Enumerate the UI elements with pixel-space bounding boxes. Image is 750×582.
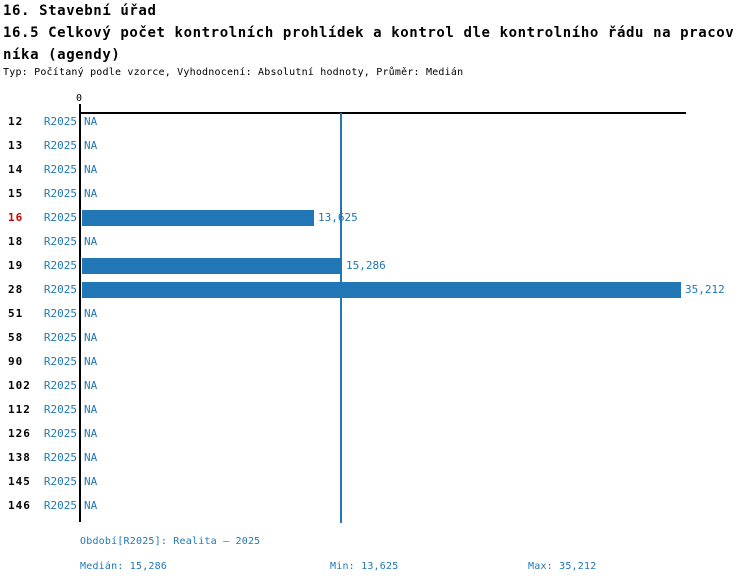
row-na-label: NA	[84, 139, 98, 152]
row-period-label: R2025	[43, 451, 77, 464]
row-category-label: 138	[8, 451, 31, 464]
row-category-label: 90	[8, 355, 24, 368]
row-period-label: R2025	[43, 115, 77, 128]
chart-row: 145 R2025 NA	[0, 473, 750, 497]
row-period-label: R2025	[43, 307, 77, 320]
row-category-label: 18	[8, 235, 24, 248]
row-value-label: 13,625	[318, 211, 358, 224]
row-period-label: R2025	[43, 235, 77, 248]
chart-row: 28 R2025 35,212	[0, 281, 750, 305]
chart-row: 126 R2025 NA	[0, 425, 750, 449]
row-period-label: R2025	[43, 427, 77, 440]
row-value-bar	[82, 258, 342, 274]
chart-subtitle-line1: 16.5 Celkový počet kontrolních prohlídek…	[3, 25, 735, 41]
row-period-label: R2025	[43, 163, 77, 176]
row-value-bar	[82, 210, 314, 226]
row-category-label: 12	[8, 115, 24, 128]
row-category-label: 16	[8, 211, 24, 224]
row-na-label: NA	[84, 307, 98, 320]
chart-row: 90 R2025 NA	[0, 353, 750, 377]
row-na-label: NA	[84, 427, 98, 440]
chart-row: 12 R2025 NA	[0, 113, 750, 137]
row-period-label: R2025	[43, 475, 77, 488]
chart-row: 13 R2025 NA	[0, 137, 750, 161]
chart-row: 58 R2025 NA	[0, 329, 750, 353]
footer-min-value: Min: 13,625	[330, 561, 399, 572]
row-category-label: 28	[8, 283, 24, 296]
row-na-label: NA	[84, 187, 98, 200]
row-period-label: R2025	[43, 283, 77, 296]
row-na-label: NA	[84, 475, 98, 488]
row-period-label: R2025	[43, 139, 77, 152]
row-category-label: 19	[8, 259, 24, 272]
row-value-label: 35,212	[685, 283, 725, 296]
row-category-label: 146	[8, 499, 31, 512]
row-na-label: NA	[84, 331, 98, 344]
row-period-label: R2025	[43, 355, 77, 368]
row-period-label: R2025	[43, 187, 77, 200]
row-category-label: 112	[8, 403, 31, 416]
chart-row: 112 R2025 NA	[0, 401, 750, 425]
row-category-label: 13	[8, 139, 24, 152]
y-axis-line	[79, 104, 81, 522]
chart-row: 146 R2025 NA	[0, 497, 750, 521]
row-value-label: 15,286	[346, 259, 386, 272]
footer-period-label: Období[R2025]: Realita – 2025	[80, 536, 261, 547]
x-axis-top-line	[80, 112, 686, 114]
row-category-label: 126	[8, 427, 31, 440]
row-category-label: 145	[8, 475, 31, 488]
row-period-label: R2025	[43, 211, 77, 224]
bar-rows-container: 12 R2025 NA 13 R2025 NA 14 R2025 NA 15 R2025 NA 16 R2…	[0, 113, 750, 521]
chart-row: 14 R2025 NA	[0, 161, 750, 185]
row-category-label: 51	[8, 307, 24, 320]
footer-max-value: Max: 35,212	[528, 561, 597, 572]
row-na-label: NA	[84, 403, 98, 416]
chart-row: 18 R2025 NA	[0, 233, 750, 257]
row-na-label: NA	[84, 379, 98, 392]
chart-row: 138 R2025 NA	[0, 449, 750, 473]
row-period-label: R2025	[43, 499, 77, 512]
chart-subtitle-line2: níka (agendy)	[3, 47, 121, 63]
row-category-label: 14	[8, 163, 24, 176]
chart-section-title: 16. Stavební úřad	[3, 3, 157, 19]
row-na-label: NA	[84, 499, 98, 512]
x-axis-zero-tick-label: 0	[75, 93, 83, 104]
row-na-label: NA	[84, 163, 98, 176]
row-value-bar	[82, 282, 681, 298]
footer-median-value: Medián: 15,286	[80, 561, 168, 572]
chart-row: 15 R2025 NA	[0, 185, 750, 209]
row-na-label: NA	[84, 355, 98, 368]
chart-row: 19 R2025 15,286	[0, 257, 750, 281]
row-period-label: R2025	[43, 331, 77, 344]
median-reference-line	[340, 113, 342, 523]
chart-row: 102 R2025 NA	[0, 377, 750, 401]
row-na-label: NA	[84, 115, 98, 128]
chart-row: 51 R2025 NA	[0, 305, 750, 329]
row-na-label: NA	[84, 235, 98, 248]
chart-row: 16 R2025 13,625	[0, 209, 750, 233]
row-category-label: 15	[8, 187, 24, 200]
chart-meta-info: Typ: Počítaný podle vzorce, Vyhodnocení:…	[3, 67, 464, 78]
row-period-label: R2025	[43, 379, 77, 392]
row-category-label: 58	[8, 331, 24, 344]
row-na-label: NA	[84, 451, 98, 464]
row-period-label: R2025	[43, 259, 77, 272]
row-category-label: 102	[8, 379, 31, 392]
row-period-label: R2025	[43, 403, 77, 416]
